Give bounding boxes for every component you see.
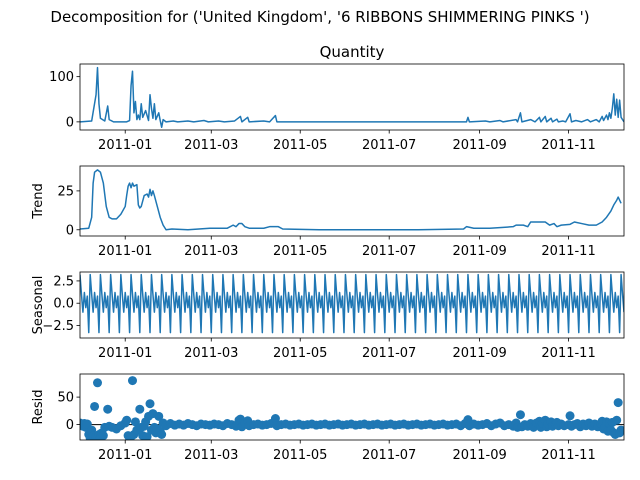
quantity-data [80, 66, 624, 129]
figure-suptitle: Decomposition for ('United Kingdom', '6 … [50, 8, 589, 26]
resid-point-37 [142, 432, 152, 440]
resid-xtick-label-5: 2011-11 [541, 448, 595, 463]
quantity-series-line [80, 66, 624, 129]
resid-xtick-label-4: 2011-09 [452, 448, 506, 463]
resid-ylabel: Resid [31, 389, 46, 424]
seasonal-ytick-label-1: 0.0 [53, 297, 74, 312]
trend-xtick-label-5: 2011-11 [541, 244, 595, 259]
resid-point-180 [613, 398, 623, 408]
seasonal-xtick-label-2: 2011-05 [273, 346, 327, 361]
quantity-ytick-label-1: 100 [49, 70, 74, 85]
seasonal-series-line [80, 273, 624, 334]
seasonal-data [80, 273, 624, 334]
resid-xtick-label-0: 2011-01 [98, 448, 152, 463]
seasonal-axes-frame [79, 271, 625, 339]
seasonal-ylabel: Seasonal [31, 276, 46, 335]
resid-point-77 [270, 414, 280, 424]
resid-point-157 [565, 411, 575, 421]
resid-point-179 [612, 415, 622, 425]
resid-point-45 [154, 411, 164, 421]
resid-point-32 [135, 404, 145, 414]
seasonal-xtick-label-1: 2011-03 [184, 346, 238, 361]
trend-xtick-label-2: 2011-05 [273, 244, 327, 259]
trend-ytick-label-0: 0 [66, 223, 74, 238]
quantity-xtick-label-5: 2011-11 [541, 138, 595, 153]
seasonal-ytick-label-2: −2.5 [42, 319, 74, 334]
resid-panel: Resid 0 50 2011-01 2011-03 2011-05 2011-07 2011… [31, 373, 625, 463]
seasonal-xtick-label-3: 2011-07 [362, 346, 416, 361]
seasonal-xtick-label-0: 2011-01 [98, 346, 152, 361]
quantity-ytick-label-0: 0 [66, 115, 74, 130]
trend-xtick-label-1: 2011-03 [184, 244, 238, 259]
seasonal-xtick-label-4: 2011-09 [452, 346, 506, 361]
resid-point-12 [93, 378, 102, 388]
quantity-axes-frame [79, 63, 625, 131]
trend-xtick-label-4: 2011-09 [452, 244, 506, 259]
quantity-title: Quantity [320, 43, 385, 61]
resid-point-28 [128, 376, 137, 386]
resid-ytick-label-1: 50 [57, 391, 74, 406]
trend-panel: Trend 0 25 2011-01 2011-03 2011-05 2011-07 2011… [31, 165, 625, 259]
resid-point-136 [515, 410, 525, 420]
resid-point-39 [145, 399, 155, 409]
quantity-xtick-label-2: 2011-05 [273, 138, 327, 153]
quantity-xtick-label-1: 2011-03 [184, 138, 238, 153]
resid-xtick-label-2: 2011-05 [273, 448, 327, 463]
resid-point-30 [130, 417, 140, 427]
trend-xtick-label-0: 2011-01 [98, 244, 152, 259]
panels-group: Quantity 0 100 2011-01 2011-03 2011-05 2011-07… [31, 43, 625, 463]
quantity-xtick-label-0: 2011-01 [98, 138, 152, 153]
resid-point-10 [90, 401, 100, 411]
resid-point-24 [122, 415, 132, 425]
resid-xtick-label-3: 2011-07 [362, 448, 416, 463]
resid-ytick-label-0: 0 [66, 418, 74, 433]
resid-point-16 [98, 431, 108, 440]
seasonal-xtick-label-5: 2011-11 [541, 346, 595, 361]
trend-ylabel: Trend [31, 183, 46, 220]
resid-point-18 [103, 404, 113, 414]
seasonal-panel: Seasonal 2.5 0.0 −2.5 2011-01 2011-03 2011-05 2… [31, 271, 625, 361]
trend-series-line [80, 169, 622, 231]
trend-axes-frame [79, 165, 625, 237]
quantity-panel: Quantity 0 100 2011-01 2011-03 2011-05 2011-07… [49, 43, 625, 153]
resid-data [80, 376, 624, 440]
quantity-xtick-label-3: 2011-07 [362, 138, 416, 153]
seasonal-ytick-label-0: 2.5 [53, 274, 74, 289]
resid-point-47 [157, 430, 167, 439]
trend-ytick-label-1: 25 [57, 184, 74, 199]
trend-xtick-label-3: 2011-07 [362, 244, 416, 259]
resid-point-182 [616, 425, 624, 435]
resid-axes-frame [79, 373, 625, 441]
trend-data [80, 169, 622, 231]
quantity-xtick-label-4: 2011-09 [452, 138, 506, 153]
resid-xtick-label-1: 2011-03 [184, 448, 238, 463]
